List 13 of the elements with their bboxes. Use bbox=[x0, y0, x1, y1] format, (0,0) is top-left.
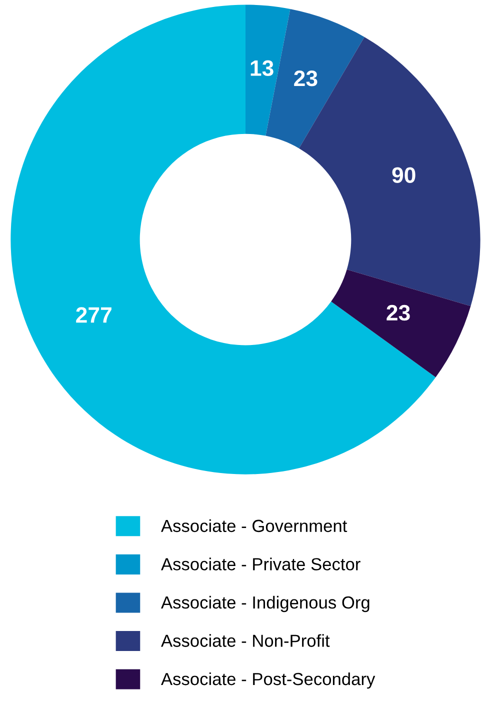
data-label: 23 bbox=[294, 70, 318, 86]
data-label: 13 bbox=[250, 60, 274, 76]
data-label: 23 bbox=[386, 304, 410, 321]
legend-label: Associate - Post-Secondary bbox=[161, 672, 376, 689]
legend-label: Associate - Private Sector bbox=[161, 558, 360, 570]
data-label: 90 bbox=[392, 167, 416, 183]
data-label: 277 bbox=[76, 307, 112, 323]
donut-slice bbox=[246, 4, 290, 136]
legend-label: Associate - Indigenous Org bbox=[161, 596, 370, 612]
donut-slice bbox=[10, 4, 436, 474]
legend-label: Associate - Government bbox=[161, 519, 348, 532]
donut-slice bbox=[331, 270, 471, 378]
legend-label: Associate - Non-Profit bbox=[161, 634, 330, 647]
